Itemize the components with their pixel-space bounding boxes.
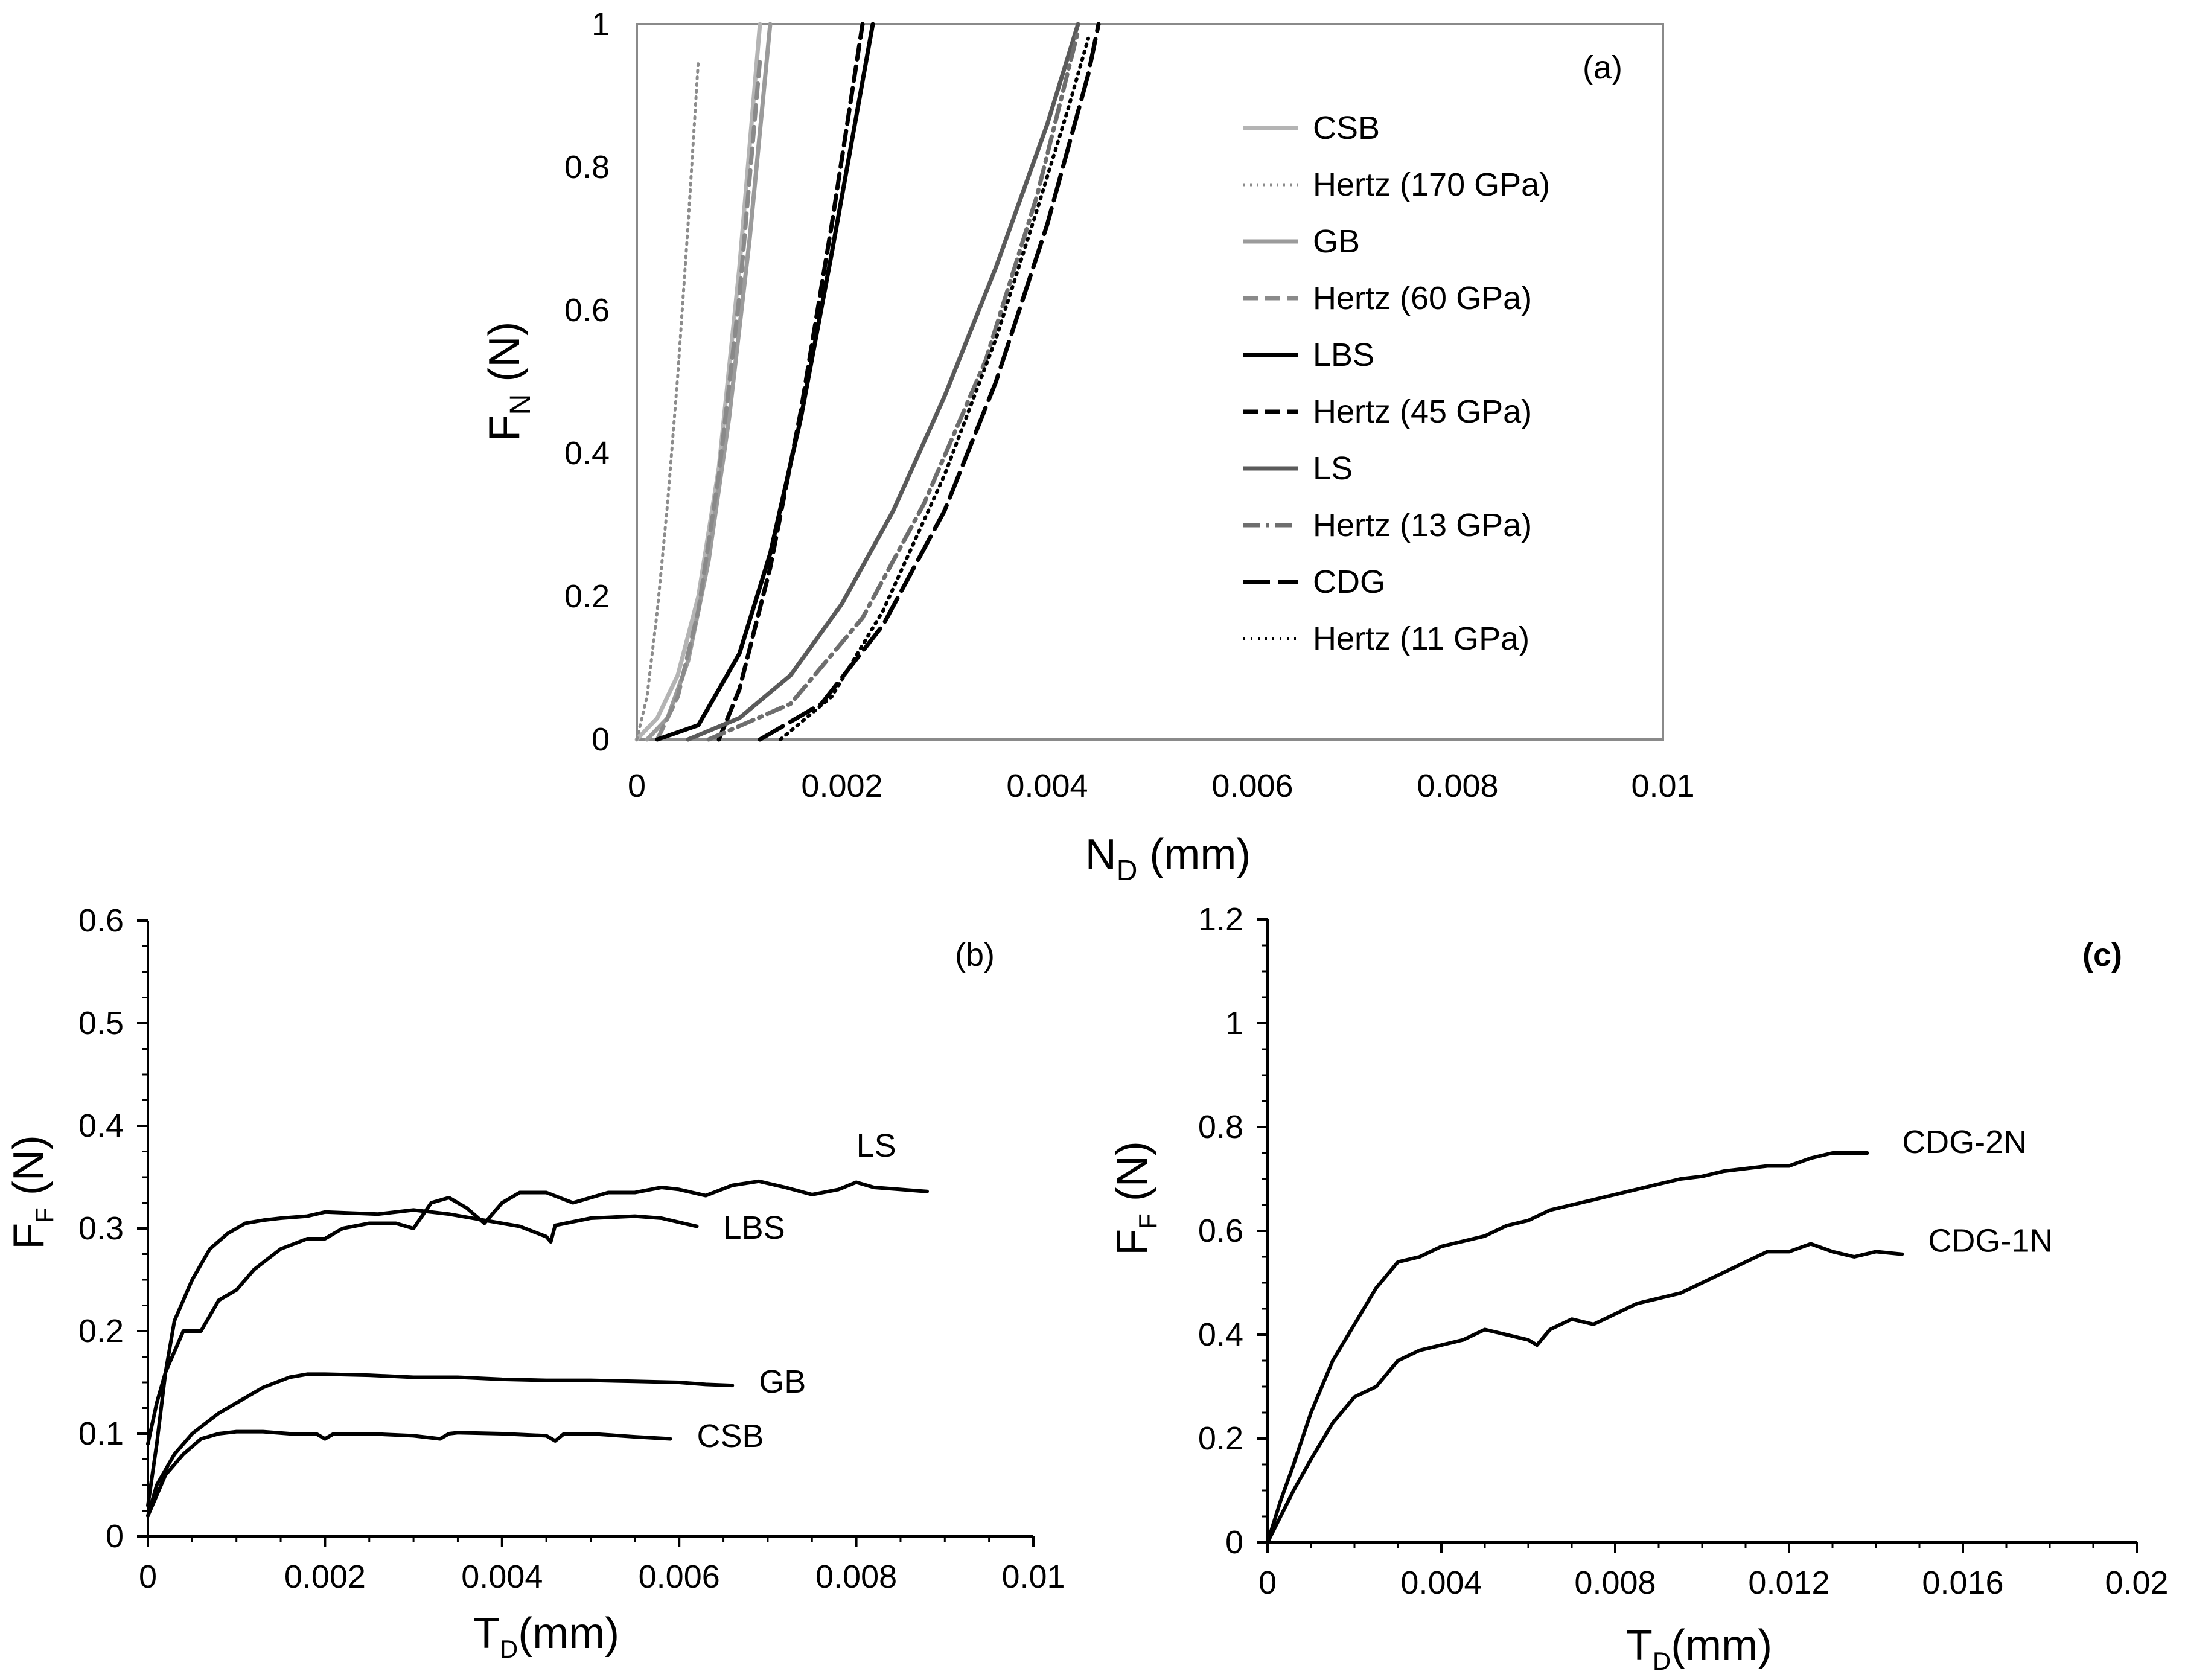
x-tick-label: 0 (139, 1559, 157, 1595)
legend-label: GB (1313, 223, 1360, 260)
y-tick-label: 0 (1225, 1524, 1243, 1560)
legend-label: Hertz (170 GPa) (1313, 167, 1550, 203)
x-tick-label: 0.004 (1006, 768, 1088, 804)
x-tick-label: 0.008 (815, 1559, 897, 1595)
legend-label: CDG (1313, 564, 1385, 600)
panel-b-tick-labels: 0 0.002 0.004 0.006 0.008 0.01 0 0.1 0.2 0.3 0.4 0.… (78, 902, 1065, 1595)
panel-a-tick-labels: 0 0.002 0.004 0.006 0.008 0.01 0 0.2 0.4 0.6 0.8 1 (564, 6, 1695, 804)
x-tick-label: 0 (628, 768, 646, 804)
panel-c-series (1266, 1151, 1904, 1544)
x-tick-label: 0 (1258, 1565, 1277, 1601)
y-tick-label: 1.2 (1198, 901, 1243, 937)
panel-c-x-axis-title: TD(mm) (1626, 1621, 1772, 1675)
legend-label: CSB (1313, 110, 1380, 146)
panel-a-y-axis-title: FN (N) (480, 322, 537, 442)
y-tick-label: 0.2 (564, 578, 610, 615)
series-line-cdg (758, 22, 1101, 742)
y-tick-label: 1 (592, 6, 610, 42)
x-tick-label: 0.012 (1748, 1565, 1829, 1601)
curve-label: LBS (724, 1210, 785, 1246)
curve-label: GB (759, 1364, 806, 1400)
y-tick-label: 0.4 (78, 1108, 124, 1144)
x-tick-label: 0.01 (1631, 768, 1694, 804)
curve-label: CDG-1N (1928, 1222, 2053, 1259)
series-line-cdg-2n (1266, 1151, 1869, 1544)
x-tick-label: 0.02 (2105, 1565, 2168, 1601)
series-line-hertz-13-gpa (706, 29, 1080, 742)
y-tick-label: 0.4 (564, 435, 610, 471)
series-line-ls (686, 22, 1080, 742)
y-tick-label: 0.6 (78, 902, 124, 939)
legend-label: Hertz (13 GPa) (1313, 507, 1532, 543)
x-tick-label: 0.008 (1417, 768, 1498, 804)
y-tick-label: 0.2 (1198, 1420, 1243, 1457)
legend-label: Hertz (60 GPa) (1313, 280, 1532, 316)
panel-b-x-axis-title: TD(mm) (473, 1609, 619, 1663)
y-tick-label: 0.8 (564, 149, 610, 185)
x-tick-label: 0.016 (1922, 1565, 2003, 1601)
panel-a-normal-force-chart: 0 0.002 0.004 0.006 0.008 0.0100.20.40.60.81 … (480, 6, 1695, 887)
y-tick-label: 0.4 (1198, 1317, 1243, 1353)
panel-c-friction-force-chart: 0 0.004 0.008 0.012 0.016 0.02 0 0.2 0.4 0.6 0.8 1 1… (1108, 901, 2169, 1675)
series-line-hertz-170-gpa (635, 58, 700, 741)
legend-label: LBS (1313, 337, 1374, 373)
panel-a-x-axis-title: ND (mm) (1085, 831, 1251, 887)
y-tick-label: 0 (592, 721, 610, 758)
panel-a-series (634, 22, 1101, 742)
panel-b-annotations: LS LBS GB CSB (697, 1128, 896, 1454)
series-line-hertz-11-gpa (779, 36, 1090, 741)
x-tick-label: 0.006 (1211, 768, 1293, 804)
panel-c-y-axis-title: FF (N) (1108, 1141, 1162, 1256)
x-tick-label: 0.004 (1400, 1565, 1482, 1601)
panel-c-ticks (1257, 918, 2138, 1553)
series-line-lbs (146, 1208, 699, 1507)
panel-c-tick-labels: 0 0.004 0.008 0.012 0.016 0.02 0 0.2 0.4 0.6 0.8 1 1… (1198, 901, 2169, 1601)
y-tick-label: 0.3 (78, 1210, 124, 1247)
x-tick-label: 0.006 (639, 1559, 720, 1595)
y-tick-label: 0.1 (78, 1416, 124, 1452)
x-tick-label: 0.002 (801, 768, 882, 804)
series-line-hertz-60-gpa (655, 57, 762, 742)
panel-c-annotations: CDG-2N CDG-1N (1902, 1124, 2053, 1259)
panel-b-friction-force-chart: 0 0.002 0.004 0.006 0.008 0.01 0 0.1 0.2 0.3 0.4 0.… (5, 902, 1065, 1663)
y-tick-label: 0.2 (78, 1313, 124, 1349)
curve-label: CSB (697, 1418, 764, 1454)
legend-label: Hertz (45 GPa) (1313, 394, 1532, 430)
panel-a-plot-border (636, 23, 1664, 741)
panel-b-y-axis-title: FF (N) (5, 1135, 59, 1250)
y-tick-label: 0.6 (564, 292, 610, 328)
series-line-gb (146, 1372, 735, 1518)
y-tick-label: 0.5 (78, 1005, 124, 1041)
series-line-cdg-1n (1266, 1242, 1904, 1544)
panel-a-legend: CSB Hertz (170 GPa) GB Hertz (60 GPa) LBS Her… (1243, 110, 1550, 657)
x-tick-label: 0.008 (1574, 1565, 1656, 1601)
y-tick-label: 0.6 (1198, 1213, 1243, 1249)
y-tick-label: 0 (106, 1518, 124, 1554)
curve-label: LS (856, 1128, 896, 1164)
series-line-csb (146, 1429, 672, 1518)
panel-b-ticks (137, 919, 1035, 1547)
panel-c-label: (c) (2082, 937, 2122, 973)
y-tick-label: 0.8 (1198, 1109, 1243, 1145)
x-tick-label: 0.01 (1001, 1559, 1065, 1595)
panel-a-label: (a) (1583, 50, 1622, 86)
series-line-hertz-45-gpa (716, 22, 865, 742)
series-line-csb (634, 22, 762, 742)
y-tick-label: 1 (1225, 1005, 1243, 1041)
x-tick-label: 0.004 (461, 1559, 543, 1595)
legend-label: Hertz (11 GPa) (1313, 621, 1530, 657)
series-line-ls (146, 1179, 929, 1446)
x-tick-label: 0.002 (284, 1559, 366, 1595)
panel-b-series (146, 1179, 929, 1518)
panel-b-label: (b) (955, 937, 995, 973)
legend-label: LS (1313, 450, 1353, 487)
curve-label: CDG-2N (1902, 1124, 2027, 1160)
